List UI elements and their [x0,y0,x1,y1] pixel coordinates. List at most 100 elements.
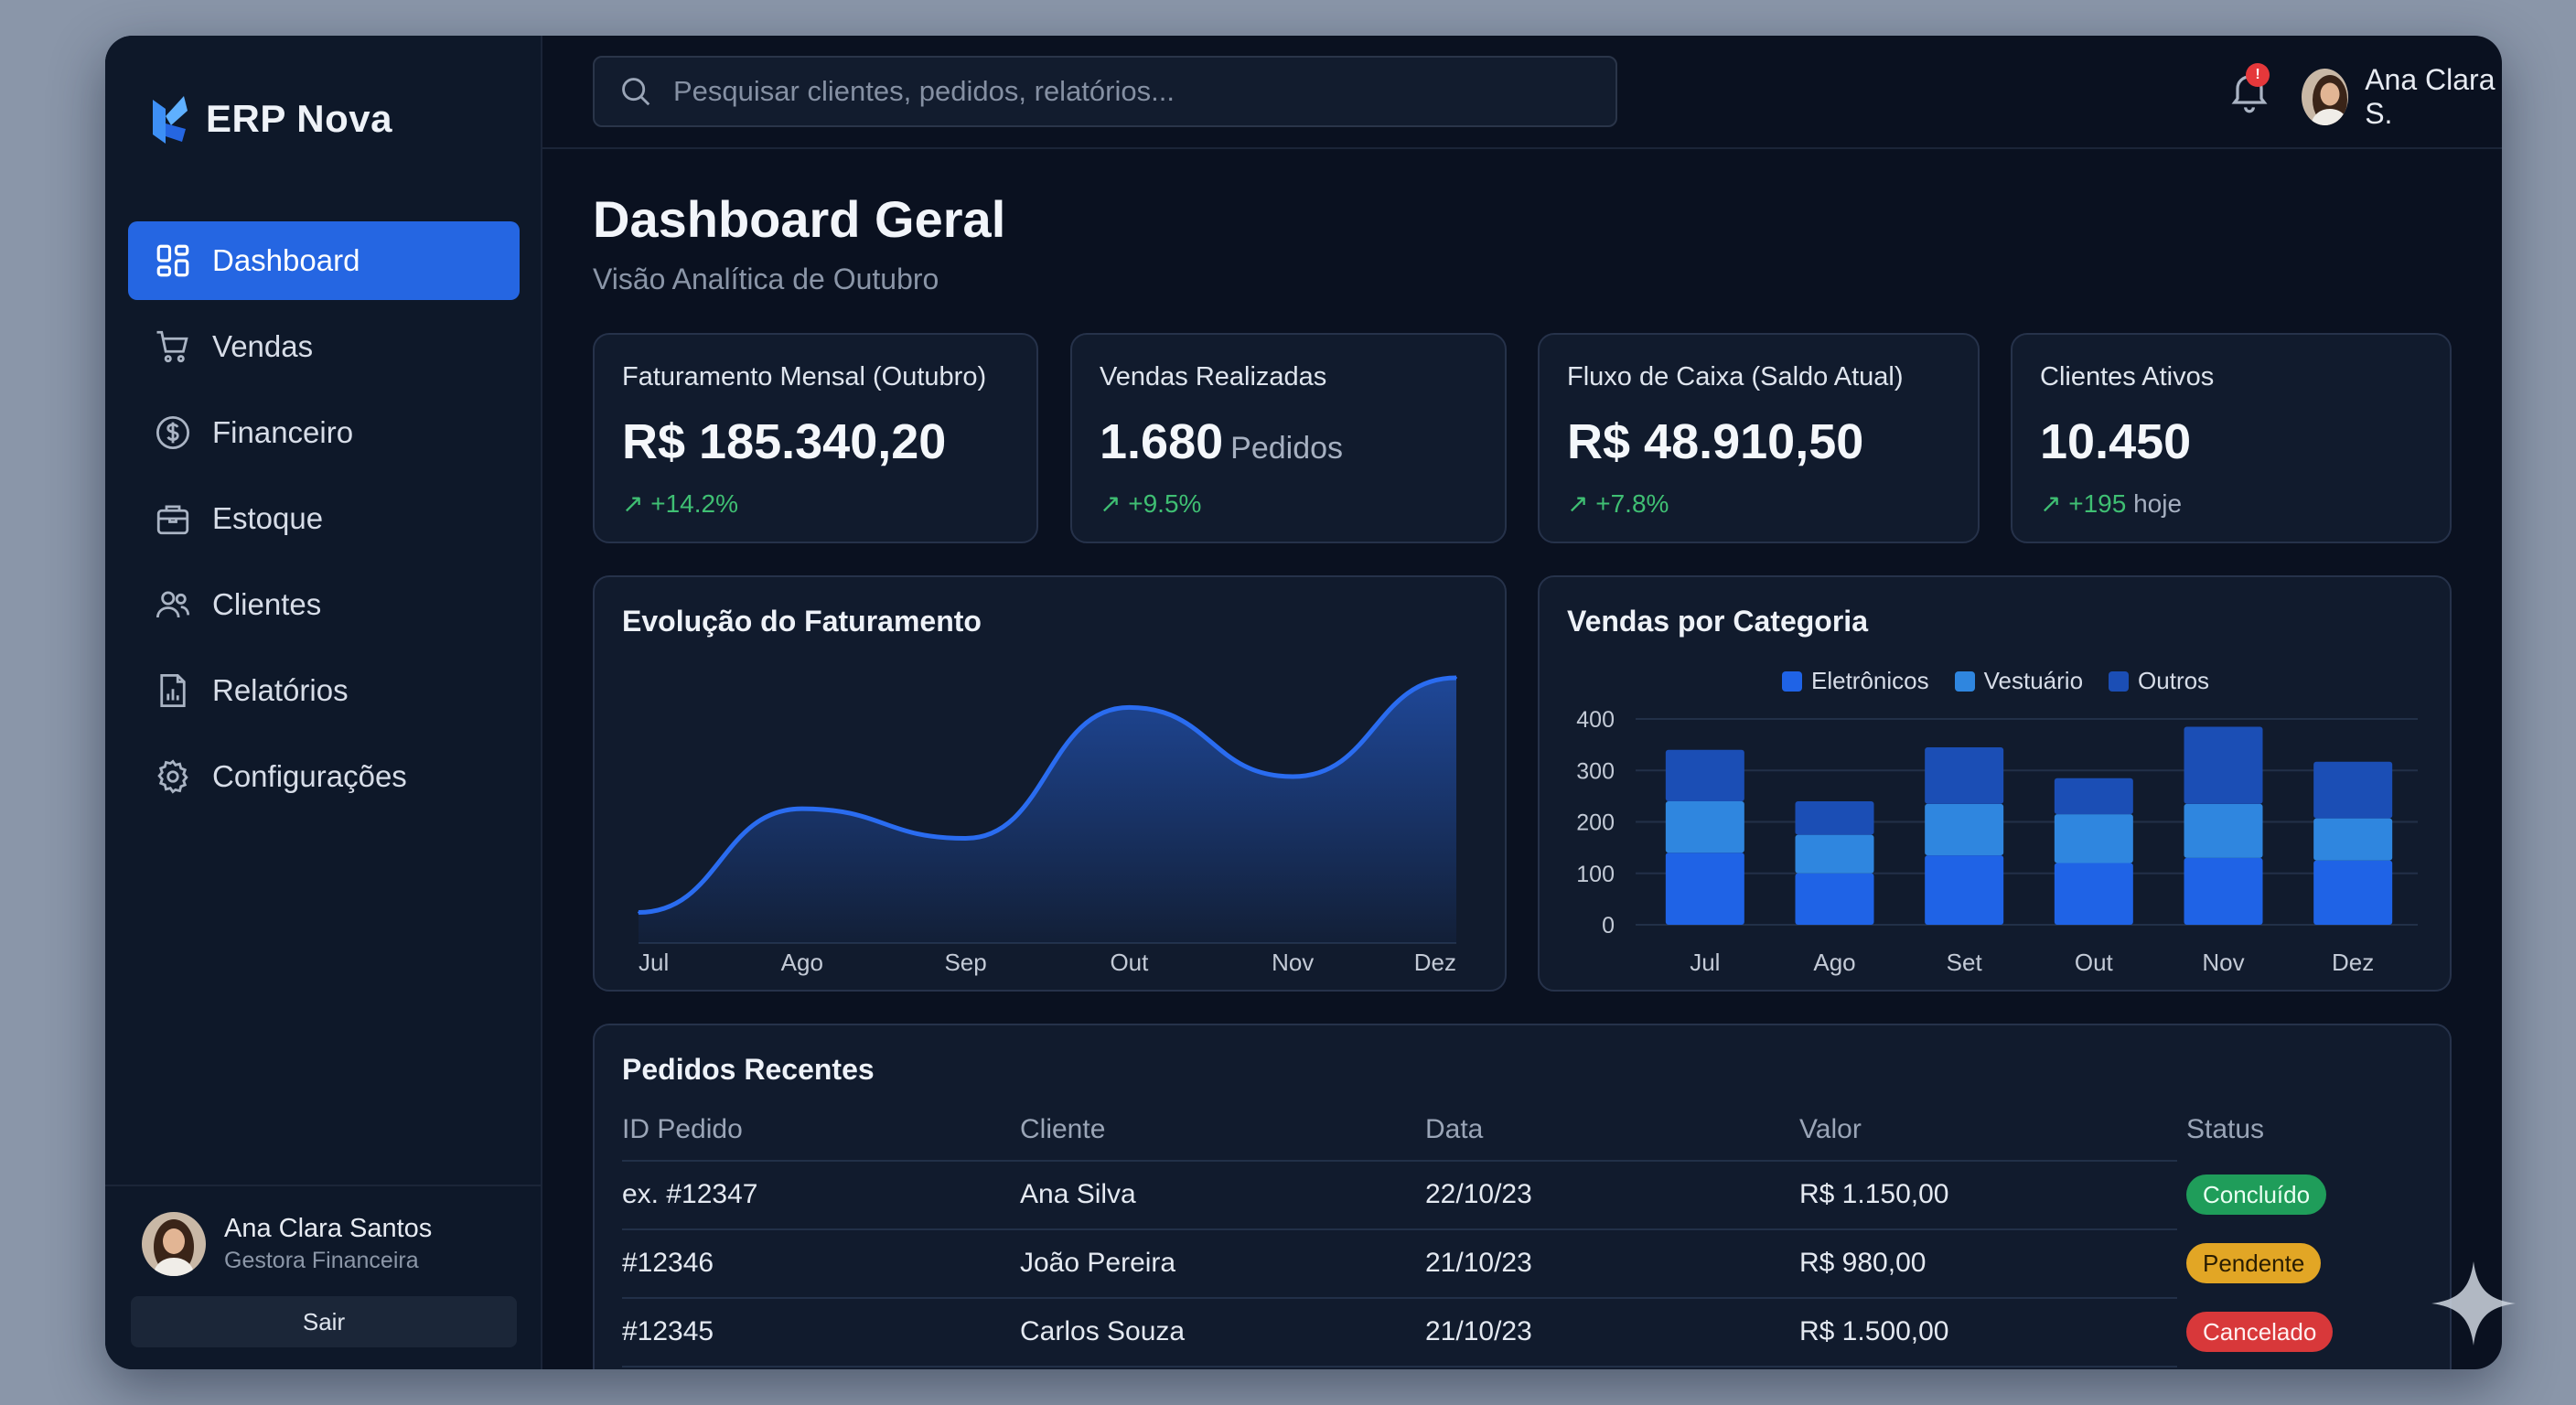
legend-item-outros[interactable]: Outros [2109,667,2209,695]
sidebar-item-financeiro[interactable]: Financeiro [128,393,520,472]
y-tick-label: 100 [1576,862,1615,887]
bar-segment[interactable] [1925,803,2004,856]
main-content: ! Ana Clara S. Dashboard Geral Visão Ana… [542,36,2502,1369]
x-tick-label: Nov [2202,949,2244,976]
x-tick-label: Jul [639,949,669,976]
sparkle-icon [2431,1261,2516,1346]
sidebar: ERP Nova Dashboard Vendas Financ [105,36,542,1369]
bar-segment[interactable] [1795,873,1874,925]
search-icon [622,78,650,106]
sidebar-item-label: Estoque [212,501,324,535]
cell-client: Ana Silva [1020,1179,1136,1209]
chart-legend: Eletrônicos Vestuário Outros [1782,667,2209,695]
sidebar-item-configuracoes[interactable]: Configurações [128,737,520,816]
search-input[interactable] [671,74,1590,109]
sidebar-item-clientes[interactable]: Clientes [128,565,520,644]
kpi-label: Fluxo de Caixa (Saldo Atual) [1567,362,1904,391]
x-tick-label: Out [2075,949,2114,976]
x-tick-label: Dez [1414,949,1456,976]
kpi-value: 10.450 [2040,414,2192,469]
sidebar-nav: Dashboard Vendas Financeiro Estoque [128,221,520,823]
bar-segment[interactable] [1665,853,1744,925]
sidebar-item-label: Vendas [212,329,314,363]
box-icon [156,505,189,535]
sidebar-item-label: Dashboard [212,243,360,277]
cell-date: 21/10/23 [1425,1316,1532,1346]
kpi-card-clients[interactable]: Clientes Ativos 10.450 ↗ +195 hoje [2011,333,2452,543]
cell-id: #12345 [622,1316,714,1346]
cell-id: #12346 [622,1248,714,1278]
cart-icon [156,330,188,363]
avatar [2302,69,2349,125]
bar-segment[interactable] [2054,863,2133,926]
bar-segment[interactable] [2313,860,2393,925]
chart-title: Evolução do Faturamento [622,605,982,638]
column-header-value[interactable]: Valor [1799,1114,1862,1144]
bar-segment[interactable] [2184,726,2263,804]
bar-segment[interactable] [1665,749,1744,801]
bar-segment[interactable] [2054,778,2133,815]
sidebar-user-panel: Ana Clara Santos Gestora Financeira Sair [105,1185,541,1369]
top-bar: ! Ana Clara S. [542,36,2502,149]
column-header-id[interactable]: ID Pedido [622,1114,743,1144]
bar-segment[interactable] [2184,803,2263,858]
cell-value: R$ 1.500,00 [1799,1316,1949,1346]
report-icon [160,673,186,708]
row-divider [622,1297,2177,1299]
y-tick-label: 200 [1576,810,1615,836]
logout-button[interactable]: Sair [131,1296,517,1347]
gear-icon [157,759,188,794]
cell-client: João Pereira [1020,1248,1176,1278]
sidebar-item-vendas[interactable]: Vendas [128,307,520,386]
bar-segment[interactable] [1925,746,2004,804]
sidebar-item-label: Financeiro [212,415,354,449]
bar-segment[interactable] [2054,814,2133,863]
users-icon [156,591,190,618]
x-tick-label: Dez [2332,949,2374,976]
bar-segment[interactable] [1665,801,1744,853]
sidebar-item-dashboard[interactable]: Dashboard [128,221,520,300]
status-badge: Cancelado [2186,1312,2334,1352]
cell-id: ex. #12347 [622,1179,758,1209]
kpi-delta: ↗ +7.8% [1567,489,1669,518]
status-badge: Pendente [2186,1243,2322,1283]
sidebar-item-label: Clientes [212,587,322,621]
y-tick-label: 0 [1602,913,1615,938]
bar-segment[interactable] [1795,834,1874,874]
revenue-point [1455,677,1457,679]
legend-item-vestuario[interactable]: Vestuário [1954,667,2083,695]
bar-segment[interactable] [1925,855,2004,925]
revenue-point [638,911,639,914]
sidebar-item-relatorios[interactable]: Relatórios [128,651,520,730]
kpi-label: Faturamento Mensal (Outubro) [622,362,987,391]
kpi-label: Clientes Ativos [2040,362,2215,391]
legend-item-eletronicos[interactable]: Eletrônicos [1782,667,1929,695]
bar-segment[interactable] [2184,857,2263,925]
revenue-point [1128,706,1131,709]
column-header-date[interactable]: Data [1425,1114,1484,1144]
brand[interactable]: ERP Nova [149,92,392,145]
sidebar-user[interactable]: Ana Clara Santos Gestora Financeira [142,1212,432,1276]
revenue-point [800,808,803,810]
sidebar-item-estoque[interactable]: Estoque [128,479,520,558]
page-subtitle: Visão Analítica de Outubro [593,263,939,295]
kpi-card-revenue[interactable]: Faturamento Mensal (Outubro) R$ 185.340,… [593,333,1038,543]
app-window: ERP Nova Dashboard Vendas Financ [105,36,2502,1369]
status-badge: Concluído [2186,1174,2327,1215]
kpi-delta: ↗ +195 hoje [2040,489,2183,518]
search-box[interactable] [593,56,1617,127]
kpi-card-cashflow[interactable]: Fluxo de Caixa (Saldo Atual) R$ 48.910,5… [1538,333,1980,543]
sidebar-item-label: Configurações [212,759,407,793]
header-user-menu[interactable]: Ana Clara S. [2302,63,2502,131]
column-header-client[interactable]: Cliente [1020,1114,1106,1144]
bar-segment[interactable] [2313,761,2393,819]
x-tick-label: Set [1947,949,1983,976]
bar-segment[interactable] [1795,801,1874,835]
column-header-status[interactable]: Status [2186,1114,2265,1144]
kpi-card-sales[interactable]: Vendas Realizadas 1.680 Pedidos ↗ +9.5% [1070,333,1507,543]
row-divider [622,1228,2177,1230]
bar-segment[interactable] [2313,818,2393,861]
x-tick-label: Sep [944,949,986,976]
row-divider [622,1160,2177,1162]
brand-name: ERP Nova [206,97,392,140]
